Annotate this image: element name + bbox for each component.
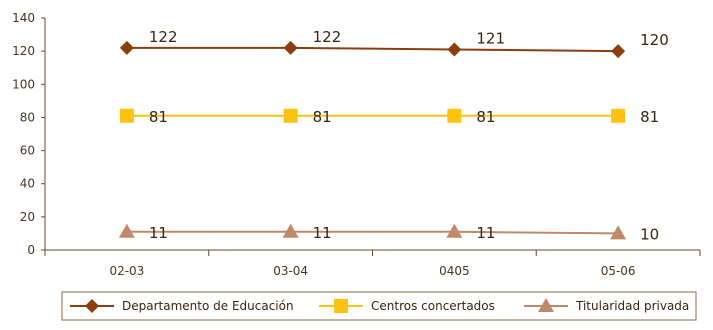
y-tick-label: 140 <box>12 11 35 25</box>
axes <box>44 18 700 251</box>
legend-marker <box>85 299 99 313</box>
data-label: 121 <box>476 29 505 47</box>
data-point-marker <box>446 223 463 238</box>
data-label: 81 <box>476 108 495 126</box>
data-point-marker <box>119 108 134 123</box>
data-label: 120 <box>640 31 669 49</box>
legend-label: Titularidad privada <box>575 299 689 313</box>
data-point-marker <box>118 223 135 238</box>
series-line <box>126 46 619 53</box>
data-point-marker <box>282 223 299 238</box>
data-point-marker <box>447 108 462 123</box>
y-tick-label: 120 <box>12 44 35 58</box>
data-label: 81 <box>313 108 332 126</box>
x-axis-ticks: 02-03 03-04 0405 05-06 <box>44 250 701 278</box>
data-label: 10 <box>640 225 659 243</box>
data-label: 122 <box>149 28 178 46</box>
data-labels: 122 122 121 120 81 81 81 81 11 11 11 10 <box>149 28 669 244</box>
data-label: 122 <box>313 28 342 46</box>
data-point-marker <box>611 44 626 59</box>
legend: Departamento de Educación Centros concert… <box>61 291 697 321</box>
x-tick-label: 02-03 <box>109 264 144 278</box>
y-tick-label: 0 <box>27 243 35 257</box>
x-tick-label: 0405 <box>439 264 470 278</box>
y-tick-label: 40 <box>20 177 35 191</box>
data-point-marker <box>283 40 298 55</box>
data-point-marker <box>610 225 627 240</box>
series-layer <box>118 40 627 240</box>
data-label: 81 <box>640 108 659 126</box>
legend-label: Centros concertados <box>371 299 495 313</box>
data-point-marker <box>447 42 462 57</box>
legend-box <box>61 291 697 321</box>
y-axis-ticks: 0 20 40 60 80 100 120 140 <box>12 11 45 257</box>
data-label: 11 <box>313 224 332 242</box>
data-label: 11 <box>476 224 495 242</box>
legend-label: Departamento de Educación <box>122 299 294 313</box>
data-point-marker <box>283 108 298 123</box>
y-tick-label: 20 <box>20 210 35 224</box>
y-tick-label: 60 <box>20 144 35 158</box>
legend-marker <box>334 299 348 313</box>
y-tick-label: 80 <box>20 110 35 124</box>
data-point-marker <box>611 108 626 123</box>
legend-marker <box>538 298 554 312</box>
data-label: 11 <box>149 224 168 242</box>
data-point-marker <box>119 40 134 55</box>
series-line <box>126 230 619 235</box>
data-label: 81 <box>149 108 168 126</box>
x-tick-label: 03-04 <box>273 264 308 278</box>
y-tick-label: 100 <box>12 77 35 91</box>
x-tick-label: 05-06 <box>601 264 636 278</box>
